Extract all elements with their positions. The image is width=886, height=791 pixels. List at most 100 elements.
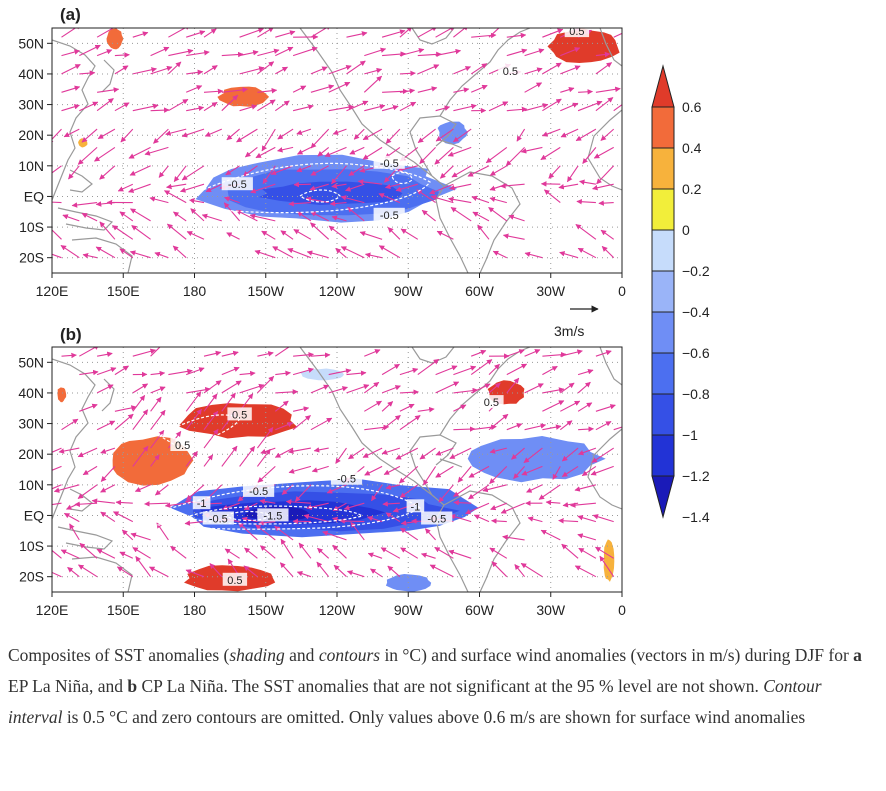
wind-vector [96, 384, 114, 394]
wind-vector [581, 465, 597, 477]
colorbar-bin [651, 434, 675, 477]
wind-vector [328, 386, 348, 394]
wind-vector [61, 104, 80, 112]
wind-vector [385, 484, 401, 490]
wind-vector [485, 146, 508, 164]
wind-vector [257, 351, 274, 357]
wind-vector [277, 128, 294, 140]
wind-vector [310, 28, 332, 38]
wind-vector [94, 146, 116, 162]
wind-vector [370, 568, 383, 578]
wind-vector [53, 484, 80, 493]
wind-vector [69, 523, 80, 541]
wind-vector [335, 247, 347, 259]
wind-vector [132, 103, 159, 112]
wind-vector [288, 465, 312, 474]
wind-vector [224, 196, 240, 204]
wind-vector [82, 252, 98, 259]
wind-vector [114, 405, 137, 412]
wind-vector [154, 251, 169, 259]
x-tick-label: 150E [107, 602, 140, 618]
wind-vector [221, 51, 244, 58]
wind-vector [61, 28, 82, 38]
wind-vector [296, 128, 312, 135]
wind-vector [419, 147, 436, 164]
wind-vector [61, 85, 81, 93]
wind-vector [256, 426, 274, 449]
wind-vector [179, 183, 205, 193]
wind-vector [132, 383, 149, 394]
wind-vector [203, 350, 222, 357]
wind-vector [132, 348, 156, 357]
wind-vector [120, 128, 134, 143]
wind-vector [489, 447, 507, 454]
wind-vector [250, 183, 276, 194]
wind-vector [260, 447, 276, 455]
wind-vector [326, 484, 347, 494]
y-tick-label: 50N [18, 354, 44, 370]
wind-vector [526, 484, 543, 493]
wind-vector [542, 98, 562, 112]
wind-vector [150, 107, 170, 113]
wind-vector [62, 214, 80, 222]
wind-vector [542, 28, 564, 38]
wind-vector [317, 146, 330, 157]
wind-vector [502, 534, 525, 541]
wind-vector [378, 245, 401, 259]
wind-vector [257, 99, 276, 112]
wind-vector [310, 211, 329, 222]
wind-vector [385, 128, 401, 144]
wind-vector [316, 561, 330, 578]
wind-vector [297, 146, 312, 155]
wind-vector [542, 387, 565, 394]
wind-vector [96, 49, 113, 57]
wind-vector [292, 46, 318, 57]
wind-vector [348, 447, 365, 460]
wind-vector [186, 69, 204, 76]
wind-vector [506, 377, 520, 394]
wind-vector [150, 46, 170, 57]
wind-vector [558, 183, 579, 190]
wind-vector [100, 484, 116, 493]
wind-vector [328, 368, 352, 376]
wind-vector [292, 415, 311, 431]
sst-anomaly-region [603, 539, 615, 582]
wind-vector [543, 189, 561, 204]
y-tick-label: 30N [18, 416, 44, 432]
wind-vector [154, 484, 169, 496]
y-tick-label: 10N [18, 477, 44, 493]
colorbar-label: 0.4 [682, 140, 702, 156]
wind-vector [579, 179, 596, 185]
wind-vector [448, 549, 472, 559]
wind-vector [595, 51, 611, 58]
colorbar-bin [651, 270, 675, 313]
wind-vector [453, 365, 477, 376]
wind-vector [298, 542, 312, 559]
wind-vector [613, 100, 622, 112]
wind-vector [81, 128, 98, 143]
wind-vector [144, 501, 169, 507]
y-tick-label: 10S [19, 219, 44, 235]
wind-vector [340, 195, 365, 204]
wind-vector [274, 400, 289, 412]
caption-panel-a-ref: a [853, 645, 862, 665]
sst-anomaly-region [57, 387, 67, 403]
wind-vector [185, 569, 205, 578]
wind-vector [249, 213, 276, 222]
wind-vector [560, 47, 581, 57]
wind-vector [280, 538, 294, 559]
sst-anomaly-region [106, 28, 124, 50]
panel-a-contours [189, 162, 431, 214]
wind-vector [119, 211, 134, 222]
wind-vector [435, 465, 454, 478]
wind-vector [79, 403, 98, 412]
wind-vector [134, 484, 151, 492]
wind-vector [242, 165, 258, 177]
wind-vector [420, 552, 436, 559]
wind-vector [524, 383, 544, 394]
wind-vector [132, 445, 149, 467]
wind-vector [435, 105, 451, 112]
wind-vector [164, 502, 187, 508]
wind-vector [79, 44, 101, 57]
wind-vector [185, 391, 202, 412]
